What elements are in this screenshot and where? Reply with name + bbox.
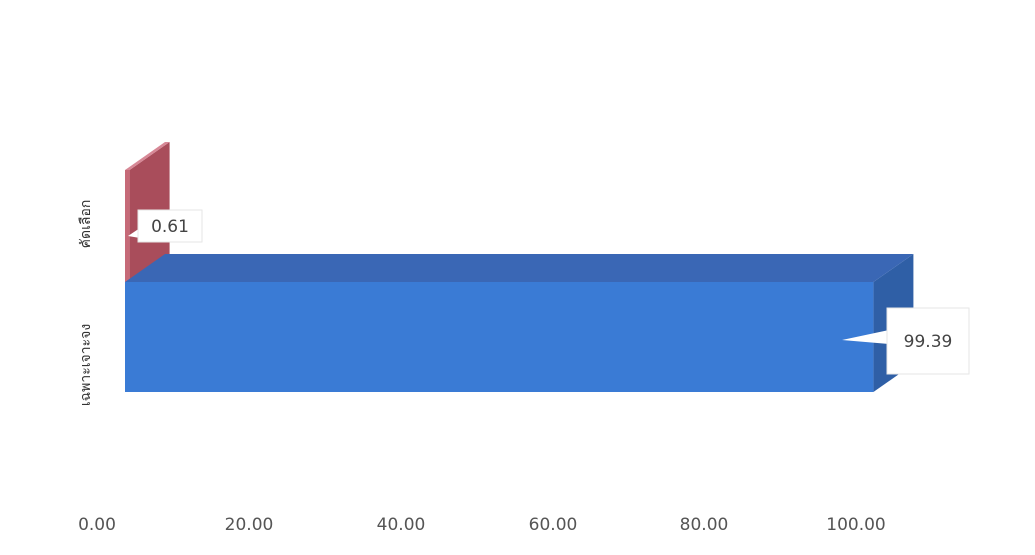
bar-1 — [125, 254, 914, 392]
data-label-text-0: 0.61 — [151, 217, 189, 237]
x-tick-label: 0.00 — [78, 515, 116, 535]
x-tick-label: 40.00 — [377, 515, 426, 535]
bar-front-0 — [125, 170, 130, 282]
bar-front-1 — [125, 282, 874, 392]
data-label-box-0 — [137, 209, 203, 243]
data-label-pointer-1 — [842, 330, 889, 344]
data-label-text-1: 99.39 — [904, 332, 953, 352]
data-label-pointer-0 — [128, 228, 140, 238]
x-tick-label: 20.00 — [225, 515, 274, 535]
x-tick-label: 60.00 — [529, 515, 578, 535]
category-label-1: เฉพาะเจาะจง — [78, 324, 94, 406]
data-label-box-1 — [886, 307, 970, 375]
data-label-1: 99.39 — [842, 307, 970, 375]
category-label-0: คัดเลือก — [78, 200, 94, 249]
data-label-0: 0.61 — [128, 209, 203, 243]
x-tick-label: 80.00 — [680, 515, 729, 535]
x-tick-label: 100.00 — [826, 515, 885, 535]
bar-top-1 — [125, 254, 914, 282]
bar-top-0 — [125, 142, 170, 170]
